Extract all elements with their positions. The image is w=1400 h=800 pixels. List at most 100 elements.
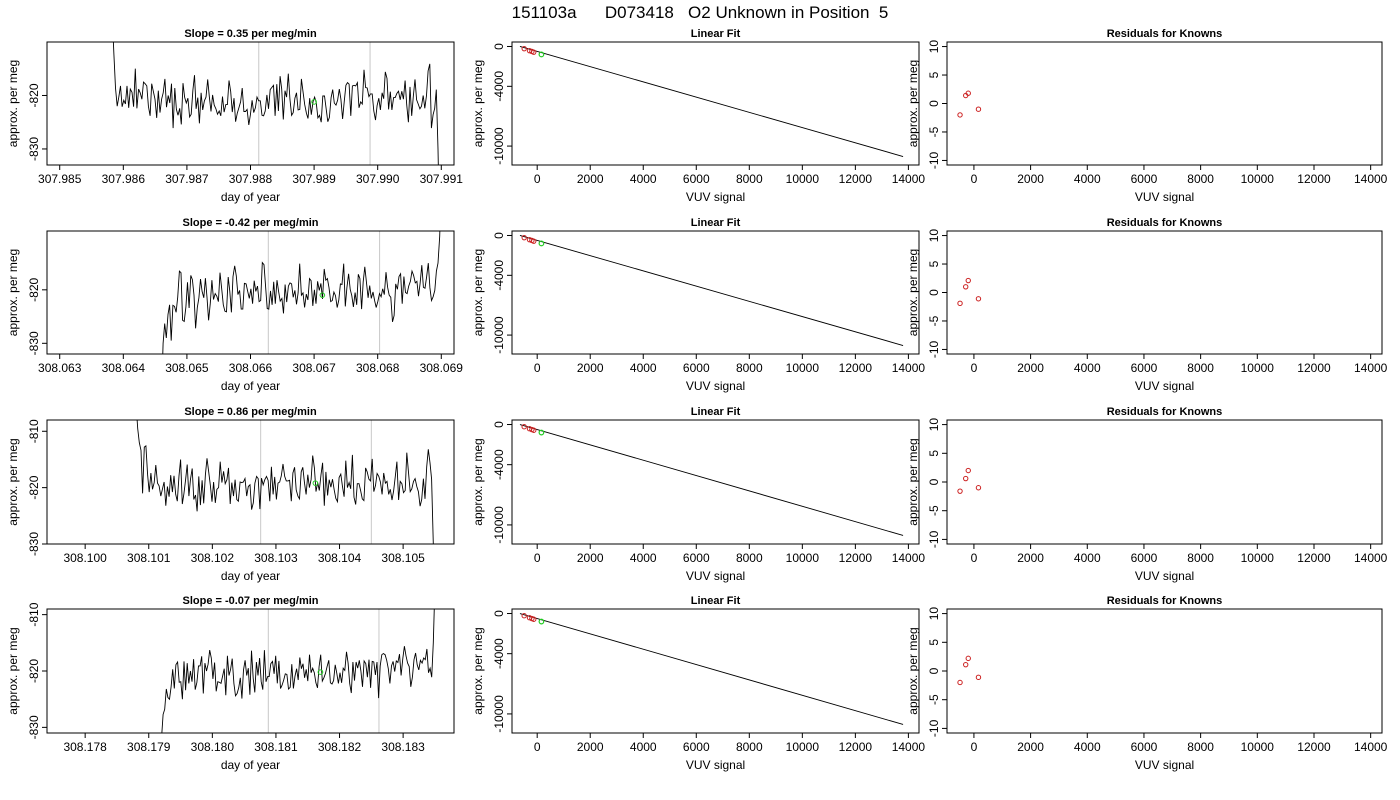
plot-frame: [46, 230, 455, 355]
plot-frame: [946, 608, 1383, 734]
y-tick-label: 10: [927, 40, 941, 54]
unknown-point: [538, 429, 545, 436]
x-axis-label: VUV signal: [686, 190, 745, 204]
x-tick-label: 2000: [577, 361, 604, 375]
x-tick-label: 12000: [839, 172, 873, 186]
y-tick-label: -5: [927, 505, 941, 516]
x-tick-label: 307.989: [292, 172, 336, 186]
panel-linear-fit-row-1: Linear Fit 0 2000 4000 6000 8000 10000 12000 140…: [471, 217, 925, 393]
x-tick-label: 4000: [1074, 361, 1101, 375]
x-tick-label: 6000: [1131, 551, 1158, 565]
x-tick-label: 8000: [736, 172, 763, 186]
residual-point: [965, 277, 971, 284]
y-tick-label: -10: [927, 719, 941, 737]
unknown-point: [538, 240, 545, 247]
series-line: [162, 231, 441, 354]
known-point: [521, 234, 527, 241]
known-point: [531, 49, 537, 55]
y-tick-label: -4000: [492, 71, 506, 102]
plot-region: [519, 45, 904, 157]
residual-point: [975, 674, 982, 681]
y-tick-label: -10000: [492, 695, 506, 733]
x-tick-label: 308.100: [63, 551, 107, 565]
x-tick-label: 4000: [1074, 551, 1101, 565]
plot-frame: [511, 419, 920, 545]
x-tick-label: 307.985: [38, 172, 82, 186]
x-tick-label: 308.066: [229, 361, 273, 375]
residual-point: [975, 485, 982, 491]
x-tick-label: 2000: [1017, 740, 1044, 754]
x-tick-label: 307.987: [165, 172, 209, 186]
x-tick-label: 8000: [736, 361, 763, 375]
x-tick-label: 308.183: [381, 740, 425, 754]
y-tick-label: -830: [27, 331, 41, 355]
x-tick-label: 0: [971, 740, 978, 754]
x-tick-label: 14000: [892, 361, 926, 375]
x-tick-label: 10000: [786, 172, 820, 186]
x-tick-label: 8000: [1187, 361, 1214, 375]
x-tick-label: 14000: [1354, 361, 1388, 375]
x-tick-label: 4000: [630, 740, 657, 754]
y-axis-label: approx. per meg: [906, 249, 920, 336]
known-point: [531, 427, 537, 433]
y-tick-label: 0: [927, 478, 941, 485]
x-tick-label: 12000: [1297, 551, 1331, 565]
x-axis-label: day of year: [221, 569, 280, 583]
y-tick-label: 0: [492, 610, 506, 617]
plot-region: [161, 609, 435, 733]
y-tick-label: -10000: [492, 506, 506, 544]
x-tick-label: 0: [534, 740, 541, 754]
x-axis-label: VUV signal: [1135, 758, 1194, 772]
residual-point: [965, 467, 971, 474]
x-tick-label: 308.064: [102, 361, 146, 375]
y-tick-label: 5: [927, 260, 941, 267]
x-tick-label: 12000: [1297, 740, 1331, 754]
x-tick-label: 10000: [1241, 172, 1275, 186]
panel-linear-fit-row-3: Linear Fit 0 2000 4000 6000 8000 10000 12000 140…: [471, 595, 925, 772]
panel-time-series-row-1: Slope = -0.42 per meg/min 308.063 308.064 3…: [6, 217, 464, 393]
x-tick-label: 10000: [786, 361, 820, 375]
x-tick-label: 6000: [683, 740, 710, 754]
y-tick-label: -820: [27, 83, 41, 107]
panel-title: Linear Fit: [691, 217, 741, 229]
x-tick-label: 8000: [736, 740, 763, 754]
plot-frame: [511, 608, 920, 734]
x-tick-label: 307.991: [420, 172, 464, 186]
residual-point: [957, 679, 963, 686]
plot-region: [519, 234, 904, 346]
x-tick-label: 308.102: [191, 551, 235, 565]
residual-point: [957, 300, 963, 307]
residual-point: [957, 112, 963, 118]
y-tick-label: -820: [27, 659, 41, 683]
x-tick-label: 2000: [1017, 361, 1044, 375]
x-tick-label: 307.990: [356, 172, 400, 186]
x-tick-label: 8000: [1187, 740, 1214, 754]
panel-linear-fit-row-2: Linear Fit 0 2000 4000 6000 8000 10000 12000 140…: [471, 406, 925, 583]
plot-frame: [946, 41, 1383, 166]
residual-point: [975, 106, 982, 112]
x-tick-label: 14000: [892, 551, 926, 565]
x-tick-label: 0: [534, 172, 541, 186]
x-tick-label: 6000: [683, 172, 710, 186]
y-tick-label: -4000: [492, 260, 506, 291]
plot-frame: [511, 41, 920, 166]
y-tick-label: 5: [927, 450, 941, 457]
x-tick-label: 12000: [839, 740, 873, 754]
y-tick-label: -10: [927, 151, 941, 169]
y-tick-label: -820: [27, 277, 41, 301]
x-tick-label: 0: [971, 172, 978, 186]
y-tick-label: -4000: [492, 638, 506, 669]
plot-region: [957, 655, 982, 686]
x-tick-label: 308.069: [420, 361, 464, 375]
y-tick-label: -820: [27, 475, 41, 499]
x-tick-label: 14000: [1354, 172, 1388, 186]
fit-line: [519, 235, 904, 346]
x-tick-label: 6000: [1131, 361, 1158, 375]
y-axis-label: approx. per meg: [906, 60, 920, 147]
panel-time-series-row-2: Slope = 0.86 per meg/min 308.100 308.101 30…: [6, 406, 455, 583]
panel-time-series-row-0: Slope = 0.35 per meg/min 307.985 307.986 30…: [6, 28, 464, 204]
x-tick-label: 10000: [786, 740, 820, 754]
